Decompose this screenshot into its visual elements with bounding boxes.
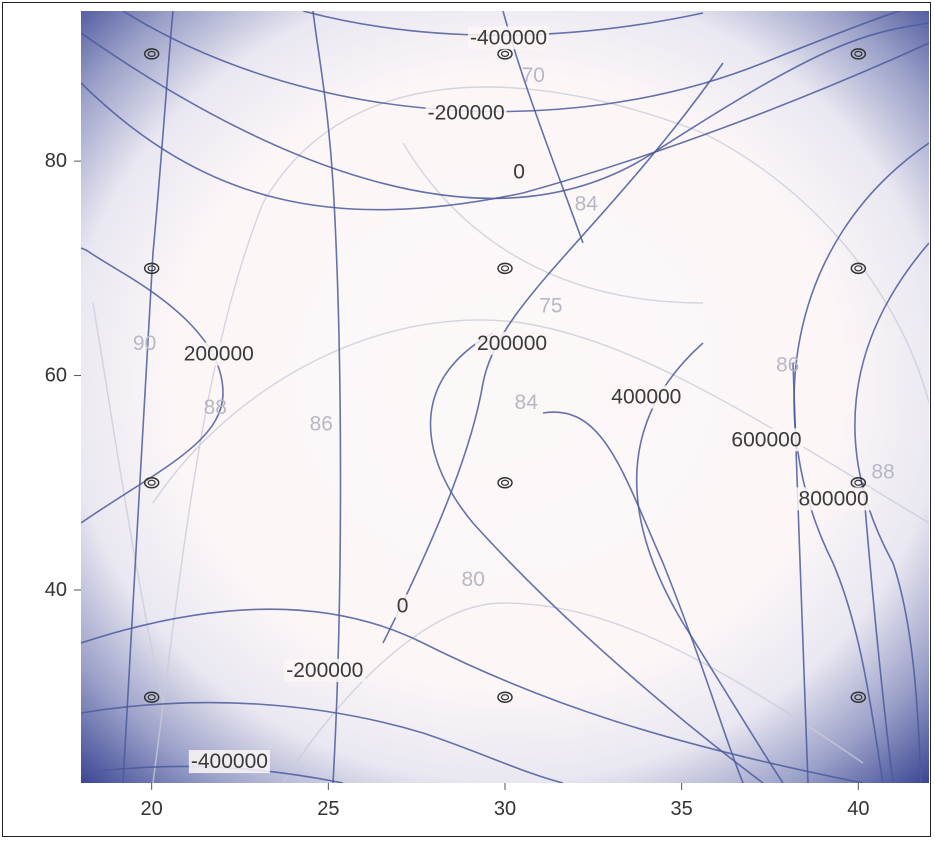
contour-label-dark: -400000 (467, 26, 550, 50)
y-tick-label: 40 (45, 579, 67, 601)
contour-label-text: 800000 (799, 487, 869, 510)
contour-label-text: 86 (310, 412, 333, 435)
x-tick-label: 25 (317, 798, 339, 820)
contour-line-dark (793, 142, 929, 783)
y-axis: 40 60 80 (45, 150, 81, 601)
contour-line-dark (542, 411, 744, 783)
contour-label-text: 75 (539, 294, 562, 317)
y-tick-label: 60 (45, 365, 67, 387)
contour-label-text: -200000 (428, 101, 505, 124)
contour-label-light: 86 (310, 412, 333, 435)
contour-line-light (402, 142, 704, 304)
design-point (143, 48, 160, 60)
contour-line-dark (792, 362, 809, 783)
contour-line-dark (429, 332, 764, 783)
contour-label-light: 90 (133, 332, 156, 355)
contour-line-light (282, 602, 864, 783)
contour-label-dark: 200000 (181, 342, 256, 366)
contour-label-light: 75 (539, 294, 562, 317)
contour-label-text: 86 (776, 353, 799, 376)
design-point (850, 48, 867, 60)
contour-label-dark: 200000 (475, 331, 550, 355)
contour-label-text: 0 (513, 160, 525, 183)
contour-line-dark (862, 482, 894, 783)
contour-label-text: 80 (462, 568, 485, 591)
contour-label-text: -400000 (191, 750, 268, 773)
design-point (497, 262, 513, 275)
contour-label-text: 70 (522, 64, 545, 87)
contour-label-dark: -200000 (284, 658, 366, 682)
contour-line-dark (81, 701, 564, 783)
contour-label-dark: 800000 (796, 487, 871, 511)
contour-line-light (92, 302, 164, 704)
design-point (497, 691, 513, 703)
contour-labels: -400000 -200000 0 200000 200000 400000 600000 8… (133, 26, 895, 774)
contour-label-text: 600000 (731, 428, 801, 451)
design-point (850, 262, 867, 275)
design-points (143, 48, 867, 703)
design-point (497, 477, 513, 489)
contour-label-light: 84 (575, 193, 599, 216)
contour-line-dark (635, 342, 784, 783)
contour-label-text: 84 (575, 193, 599, 216)
contour-line-dark (122, 11, 174, 783)
contour-line-dark (122, 11, 929, 113)
contour-label-dark: 400000 (609, 385, 684, 409)
contour-line-dark (312, 11, 342, 783)
contour-label-text: 88 (871, 461, 894, 484)
contour-label-light: 80 (462, 568, 485, 591)
x-tick-label: 20 (141, 798, 163, 820)
contour-line-light (152, 86, 929, 783)
contour-label-text: 90 (133, 332, 156, 355)
contour-label-light: 88 (204, 396, 227, 419)
design-point (850, 691, 867, 703)
contour-label-text: -200000 (286, 659, 363, 682)
contour-label-text: 200000 (184, 343, 254, 366)
design-point (143, 691, 160, 703)
contour-label-dark: 0 (511, 160, 527, 184)
x-tick-label: 30 (494, 798, 516, 820)
contour-label-text: 0 (397, 595, 409, 618)
design-point (143, 262, 160, 275)
contour-label-text: 84 (515, 391, 539, 414)
contour-line-dark (81, 22, 929, 199)
contour-label-dark: -400000 (188, 750, 270, 774)
contour-label-light: 84 (515, 391, 539, 414)
y-tick-label: 80 (45, 150, 67, 172)
x-axis: 20 25 30 35 40 (141, 783, 869, 820)
contour-label-light: 70 (522, 64, 545, 87)
contour-line-dark (81, 608, 864, 783)
contour-label-dark: 600000 (729, 428, 804, 452)
contour-label-dark: -200000 (425, 101, 507, 125)
light-contour-lines (92, 86, 929, 783)
x-tick-label: 40 (847, 798, 869, 820)
x-tick-label: 35 (671, 798, 693, 820)
contour-label-text: 88 (204, 396, 227, 419)
contour-label-text: -400000 (470, 26, 547, 49)
contour-label-light: 88 (871, 461, 894, 484)
contour-label-dark: 0 (394, 594, 411, 618)
contour-line-dark (854, 242, 929, 783)
contour-line-dark (81, 42, 929, 211)
design-point (143, 477, 160, 489)
contour-label-light: 86 (776, 353, 799, 376)
contour-line-dark (382, 62, 724, 644)
contour-chart: -400000 -200000 0 200000 200000 400000 600000 8… (45, 11, 929, 820)
contour-label-text: 200000 (477, 332, 547, 355)
contour-label-text: 400000 (611, 386, 681, 409)
